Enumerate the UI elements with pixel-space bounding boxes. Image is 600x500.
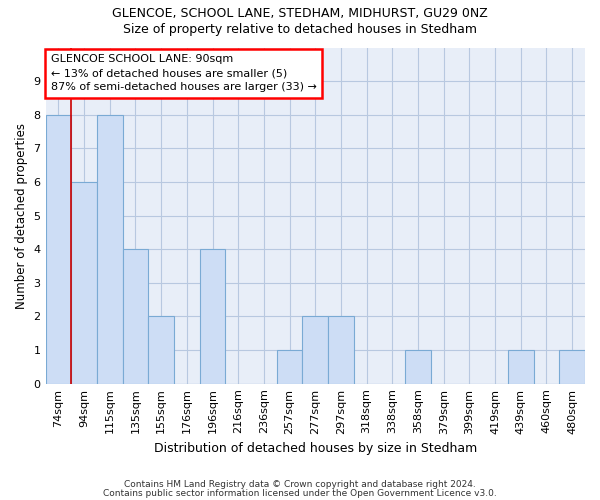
Text: Size of property relative to detached houses in Stedham: Size of property relative to detached ho… bbox=[123, 22, 477, 36]
X-axis label: Distribution of detached houses by size in Stedham: Distribution of detached houses by size … bbox=[154, 442, 477, 455]
Bar bbox=[302, 316, 328, 384]
Bar bbox=[148, 316, 174, 384]
Bar bbox=[46, 114, 71, 384]
Bar bbox=[559, 350, 585, 384]
Bar bbox=[71, 182, 97, 384]
Bar bbox=[200, 249, 226, 384]
Bar bbox=[97, 114, 122, 384]
Bar bbox=[277, 350, 302, 384]
Bar bbox=[328, 316, 354, 384]
Y-axis label: Number of detached properties: Number of detached properties bbox=[15, 122, 28, 308]
Text: GLENCOE SCHOOL LANE: 90sqm
← 13% of detached houses are smaller (5)
87% of semi-: GLENCOE SCHOOL LANE: 90sqm ← 13% of deta… bbox=[51, 54, 317, 92]
Bar bbox=[405, 350, 431, 384]
Bar bbox=[122, 249, 148, 384]
Text: Contains HM Land Registry data © Crown copyright and database right 2024.: Contains HM Land Registry data © Crown c… bbox=[124, 480, 476, 489]
Text: GLENCOE, SCHOOL LANE, STEDHAM, MIDHURST, GU29 0NZ: GLENCOE, SCHOOL LANE, STEDHAM, MIDHURST,… bbox=[112, 8, 488, 20]
Bar bbox=[508, 350, 533, 384]
Text: Contains public sector information licensed under the Open Government Licence v3: Contains public sector information licen… bbox=[103, 488, 497, 498]
